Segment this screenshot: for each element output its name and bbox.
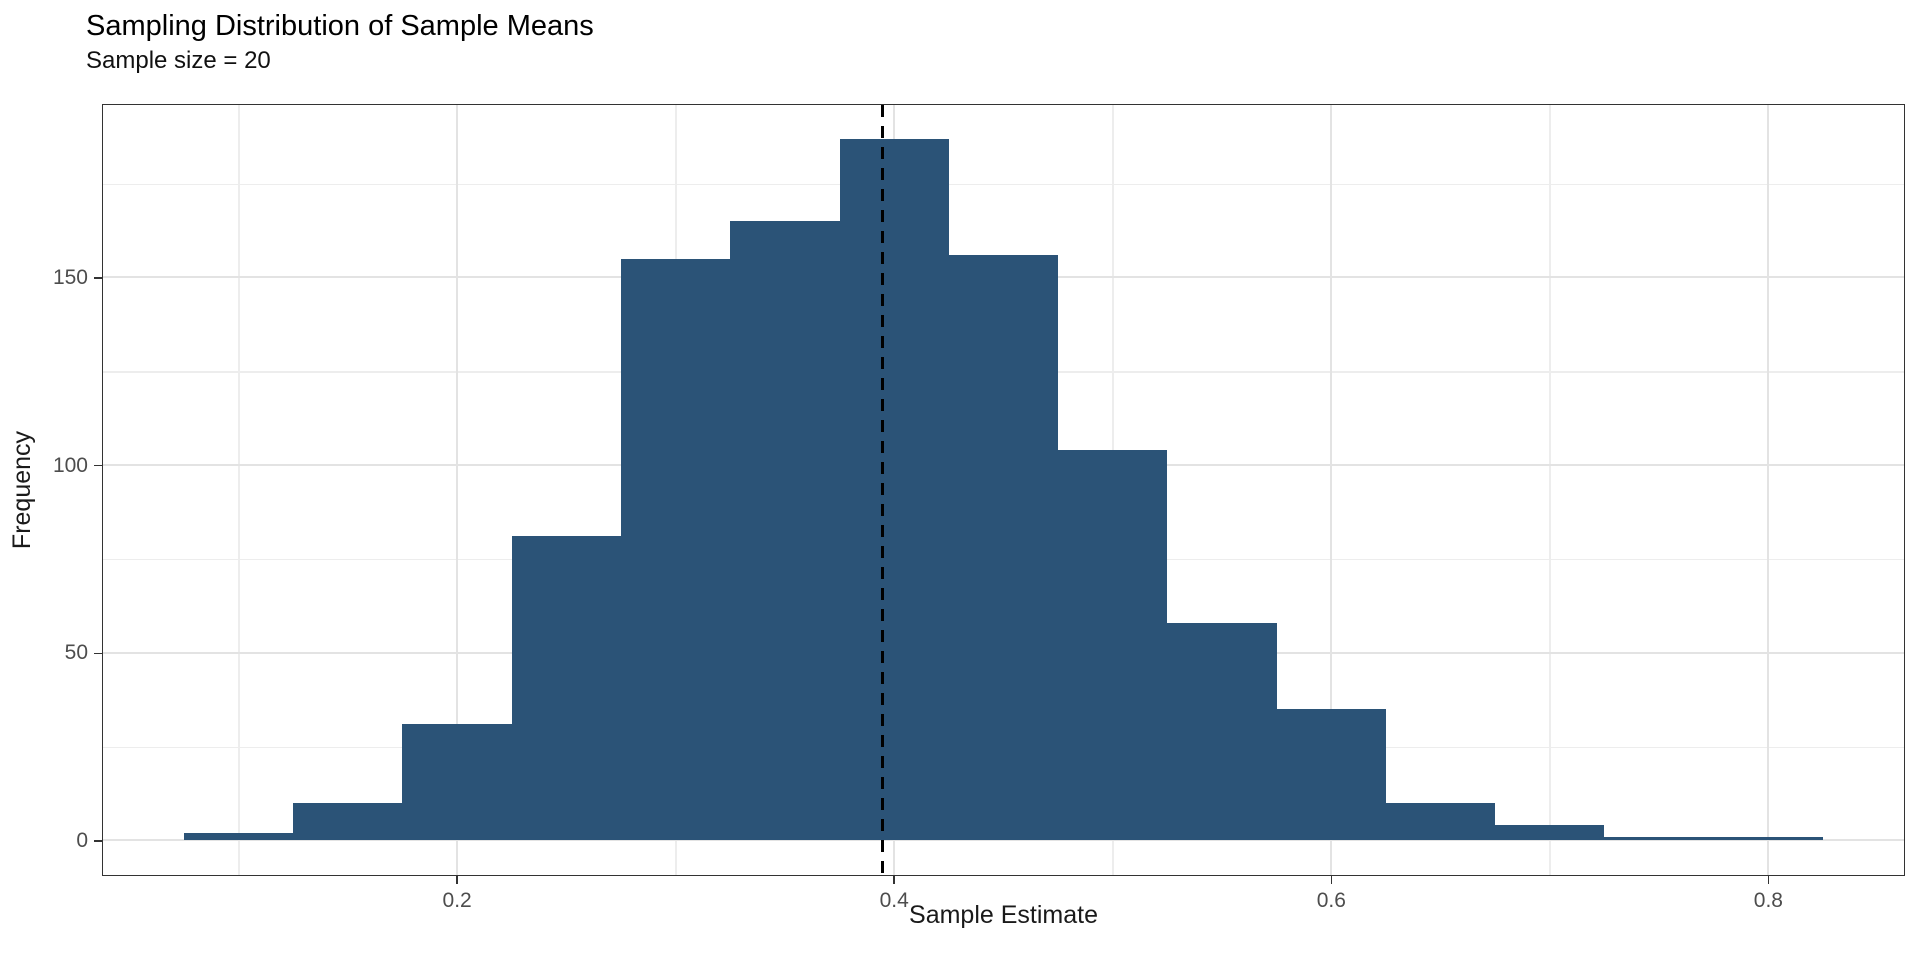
histogram-bar [401, 724, 512, 841]
histogram-bar [1057, 450, 1167, 841]
histogram-bar [948, 254, 1058, 841]
histogram-bar [1603, 836, 1714, 841]
x-tick-mark [1767, 876, 1770, 884]
histogram-bar [1166, 622, 1277, 841]
histogram-bar [1276, 709, 1386, 841]
x-tick-label: 0.8 [1753, 889, 1783, 912]
x-tick-mark [893, 876, 895, 884]
chart-title: Sampling Distribution of Sample Means [86, 10, 594, 42]
x-major-gridline [455, 105, 458, 875]
histogram-bar [839, 138, 949, 841]
x-tick-label: 0.2 [442, 889, 472, 912]
histogram-bar [183, 832, 293, 841]
y-tick-mark [94, 652, 102, 654]
mean-dashed-line [881, 105, 885, 875]
chart-subtitle: Sample size = 20 [86, 47, 271, 74]
y-tick-mark [94, 840, 102, 842]
x-minor-gridline [1549, 105, 1551, 875]
x-tick-mark [456, 876, 458, 884]
histogram-bar [1713, 836, 1823, 841]
x-tick-label: 0.4 [879, 889, 909, 912]
y-tick-label: 0 [76, 828, 88, 852]
histogram-bar [1385, 802, 1495, 841]
histogram-bar [620, 258, 730, 841]
y-minor-gridline [103, 183, 1904, 186]
x-tick-mark [1330, 876, 1333, 884]
histogram-bar [292, 802, 402, 841]
histogram-bar [729, 221, 840, 841]
x-tick-label: 0.6 [1316, 889, 1346, 912]
x-major-gridline [1329, 105, 1332, 875]
y-tick-mark [94, 464, 102, 467]
x-minor-gridline [238, 105, 240, 875]
plot-panel [102, 104, 1905, 876]
x-axis-title: Sample Estimate [909, 901, 1098, 929]
histogram-bar [511, 536, 621, 841]
histogram-bar [1494, 825, 1604, 841]
y-tick-label: 150 [52, 265, 88, 289]
y-major-gridline [103, 839, 1904, 842]
x-major-gridline [1766, 105, 1769, 875]
y-tick-label: 100 [52, 453, 88, 477]
y-tick-label: 50 [64, 641, 88, 665]
y-axis-title: Frequency [8, 430, 36, 550]
y-tick-mark [94, 277, 102, 279]
